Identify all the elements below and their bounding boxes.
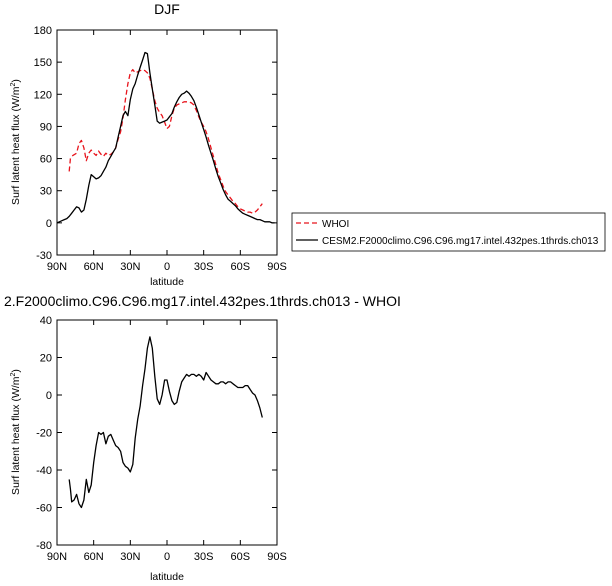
y-tick-label: 150 bbox=[34, 57, 52, 69]
x-tick-label: 30N bbox=[120, 261, 140, 273]
x-tick-label: 0 bbox=[164, 261, 170, 273]
legend-box bbox=[291, 212, 606, 252]
y-tick-label: 0 bbox=[46, 218, 52, 230]
whoi-series-line bbox=[68, 68, 263, 214]
bottom-series-group bbox=[68, 336, 263, 509]
x-tick-label: 30S bbox=[194, 551, 214, 563]
y-tick-label: -80 bbox=[36, 540, 52, 552]
bottom-panel: 2.F2000climo.C96.C96.mg17.intel.432pes.1… bbox=[4, 293, 401, 583]
x-tick-label: 90S bbox=[267, 261, 287, 273]
legend-whoi-label: WHOI bbox=[322, 219, 349, 230]
bottom-chart-title: 2.F2000climo.C96.C96.mg17.intel.432pes.1… bbox=[4, 293, 401, 309]
x-tick-label: 60S bbox=[231, 261, 251, 273]
x-tick-label: 90N bbox=[47, 551, 67, 563]
legend-cesm-label: CESM2.F2000climo.C96.C96.mg17.intel.432p… bbox=[322, 236, 599, 247]
y-tick-label: -20 bbox=[36, 428, 52, 440]
x-tick-label: 30N bbox=[120, 551, 140, 563]
y-tick-label: -60 bbox=[36, 503, 52, 515]
y-tick-label: 90 bbox=[40, 121, 52, 133]
y-tick-label: 180 bbox=[34, 25, 52, 37]
bottom-y-axis-label: Surf latent heat flux (W/m2) bbox=[10, 369, 22, 495]
top-chart-title: DJF bbox=[154, 1, 180, 17]
bottom-x-axis-label: latitude bbox=[150, 571, 184, 583]
x-tick-label: 60N bbox=[84, 261, 104, 273]
y-tick-label: -30 bbox=[36, 250, 52, 262]
x-tick-label: 90N bbox=[47, 261, 67, 273]
top-axis-ticks: 90N 60N 30N 0 30S 60S 90S -30 0 30 60 90 120 150 180 bbox=[34, 25, 287, 273]
difference-series-line bbox=[68, 336, 263, 509]
legend: WHOI CESM2.F2000climo.C96.C96.mg17.intel… bbox=[291, 212, 606, 252]
y-tick-label: 20 bbox=[40, 353, 52, 365]
x-tick-label: 60S bbox=[231, 551, 251, 563]
top-panel: DJF 90N 60N 30N 0 30S 60S 90S -30 0 30 60 90 120 150 1… bbox=[10, 1, 287, 288]
x-tick-label: 0 bbox=[164, 551, 170, 563]
y-tick-label: 120 bbox=[34, 89, 52, 101]
top-series-group bbox=[56, 51, 275, 224]
top-plot-frame bbox=[56, 29, 278, 256]
y-tick-label: -40 bbox=[36, 465, 52, 477]
top-y-axis-label: Surf latent heat flux (W/m2) bbox=[10, 79, 22, 205]
y-tick-label: 30 bbox=[40, 186, 52, 198]
y-tick-label: 40 bbox=[40, 315, 52, 327]
y-tick-label: 0 bbox=[46, 390, 52, 402]
x-tick-label: 30S bbox=[194, 261, 214, 273]
top-x-axis-label: latitude bbox=[150, 276, 184, 288]
x-tick-label: 90S bbox=[267, 551, 287, 563]
bottom-axis-ticks: 90N 60N 30N 0 30S 60S 90S -80 -60 -40 -20 0 20 40 bbox=[36, 315, 287, 563]
y-tick-label: 60 bbox=[40, 154, 52, 166]
bottom-plot-frame bbox=[56, 319, 278, 546]
x-tick-label: 60N bbox=[84, 551, 104, 563]
cesm-series-line bbox=[56, 51, 275, 224]
